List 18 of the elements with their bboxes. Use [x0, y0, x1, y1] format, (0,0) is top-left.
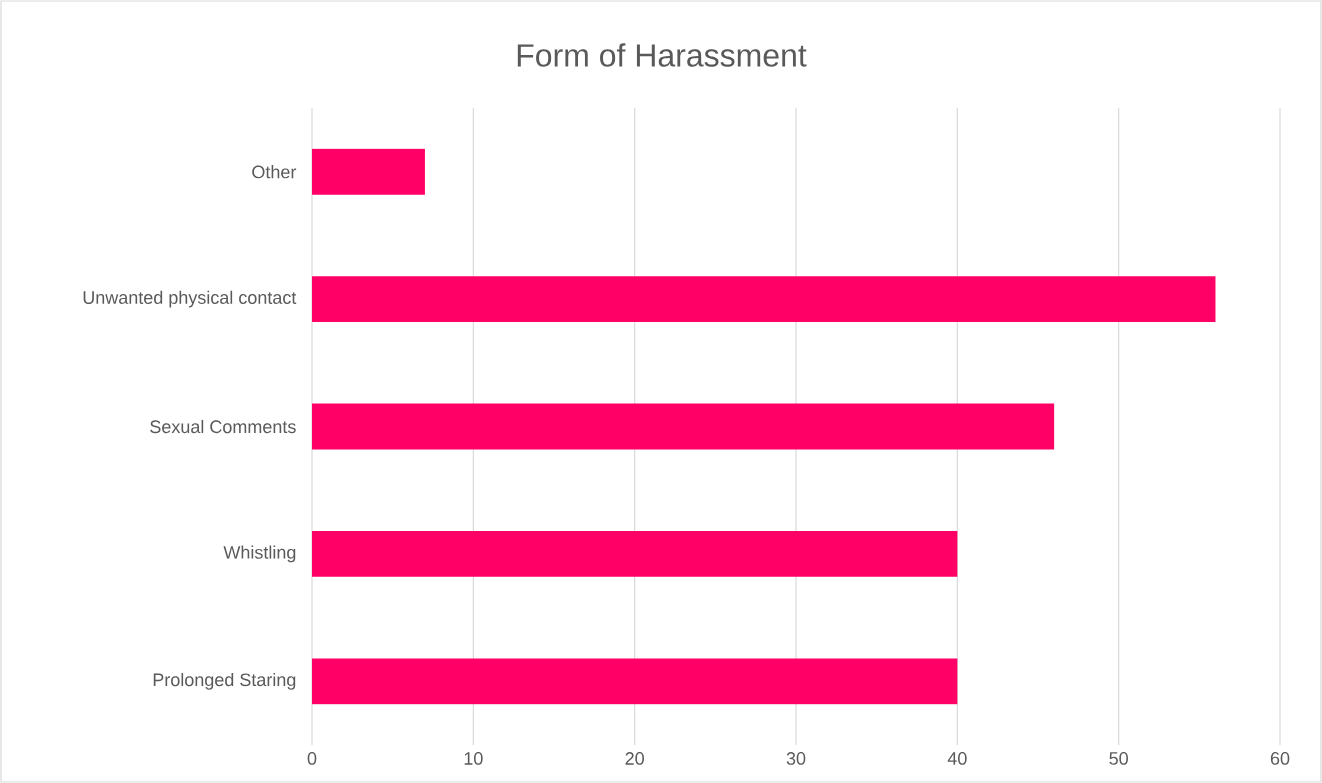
x-tick-label: 30	[786, 752, 806, 765]
x-tick-label: 20	[625, 752, 644, 765]
y-tick-label: Sexual Comments	[150, 419, 296, 434]
y-tick-label: Unwanted physical contact	[83, 290, 297, 308]
y-tick-label: Prolonged Staring	[153, 672, 296, 690]
x-tick-label: 60	[1270, 752, 1290, 765]
bar	[312, 530, 958, 577]
bar	[312, 148, 425, 195]
x-tick-label: 40	[947, 752, 967, 765]
bar	[312, 276, 1216, 323]
chart-title: Form of Harassment	[517, 43, 807, 67]
y-tick-label: Other	[252, 165, 297, 179]
x-tick-label: 0	[307, 752, 317, 765]
x-tick-label: 50	[1109, 752, 1128, 765]
y-tick-label: Whistling	[223, 545, 296, 563]
bar	[312, 658, 958, 705]
x-tick-label: 10	[464, 752, 483, 765]
bar	[312, 403, 1055, 450]
